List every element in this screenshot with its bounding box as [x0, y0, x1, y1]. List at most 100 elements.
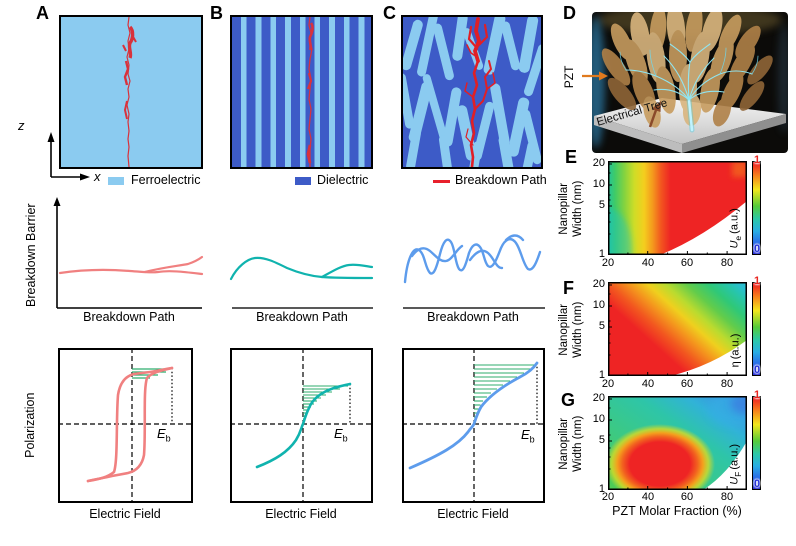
f-ytick: 5 [598, 320, 605, 332]
barrier-xlabel-b: Breakdown Path [256, 310, 348, 324]
panel-label-d: D [563, 3, 576, 23]
g-ytick: 5 [598, 434, 605, 446]
e-ytick: 5 [598, 199, 605, 211]
panel-label-b: B [210, 3, 223, 23]
colorbar-g-min: 0 [754, 478, 761, 490]
legend-label-breakdown-path: Breakdown Path [455, 173, 547, 187]
f-xtick: 40 [641, 378, 655, 390]
ylabel-line1: Nanopillar [558, 182, 571, 235]
e-xtick: 40 [641, 257, 655, 269]
heatmap-g-ylabel: Nanopillar Width (nm) [558, 389, 586, 499]
colorbar-e [752, 161, 761, 255]
colorbar-e-max: 1 [754, 154, 761, 166]
colorbar-f-min: 0 [754, 364, 761, 376]
eb-symbol: E [521, 427, 530, 442]
eb-subscript: b [342, 433, 348, 444]
cyan-tree [619, 43, 759, 133]
panel-label-c: C [383, 3, 396, 23]
g-xtick: 40 [641, 491, 655, 503]
axis-z-label: z [18, 118, 25, 133]
heatmap-f [608, 282, 747, 376]
quantity-unit: (a.u.) [728, 443, 741, 470]
pe-plot-b [230, 348, 373, 503]
quantity-subscript: F [732, 471, 743, 477]
g-ytick: 20 [592, 392, 605, 404]
barrier-ylabel: Breakdown Barrier [23, 203, 38, 307]
f-xtick: 80 [720, 378, 734, 390]
g-xtick: 20 [601, 491, 615, 503]
eb-label-c: Eb [521, 428, 535, 445]
eb-symbol: E [334, 426, 343, 441]
heatmap-e-quantity: Ue(a.u.) [728, 198, 743, 258]
coordinate-axes [47, 132, 90, 181]
panel-label-e: E [565, 147, 578, 167]
colorbar-g-max: 1 [754, 389, 761, 401]
e-xtick: 60 [680, 257, 694, 269]
heatmap-xlabel: PZT Molar Fraction (%) [612, 504, 742, 518]
legend-swatch-dielectric [295, 177, 311, 185]
heatmap-f-ylabel: Nanopillar Width (nm) [558, 275, 586, 385]
e-ytick: 1 [598, 248, 605, 260]
eb-symbol: E [157, 426, 166, 441]
pzt-arrow [582, 71, 608, 81]
colorbar-f [752, 282, 761, 376]
eb-subscript: b [165, 433, 171, 444]
ylabel-line1: Nanopillar [558, 303, 571, 356]
heatmap-e-ylabel: Nanopillar Width (nm) [558, 154, 586, 264]
barrier-plot-c [403, 234, 545, 309]
axis-x-label: x [94, 169, 101, 184]
panel-label-f: F [563, 278, 574, 298]
eb-label-b: Eb [334, 427, 348, 444]
heatmap-e [608, 161, 747, 255]
legend-label-dielectric: Dielectric [317, 173, 369, 187]
barrier-xlabel-a: Breakdown Path [83, 310, 175, 324]
pe-plot-a [58, 348, 193, 503]
quantity-subscript: e [732, 235, 743, 241]
energy-hatch-c [474, 364, 535, 422]
g-ytick: 10 [592, 413, 605, 425]
f-ytick: 10 [592, 299, 605, 311]
legend-label-ferroelectric: Ferroelectric [131, 173, 201, 187]
nanopillar-fibers [403, 17, 541, 167]
f-ytick: 1 [598, 369, 605, 381]
quantity-unit: (a.u.) [728, 208, 741, 234]
pe-plot-c [402, 348, 545, 503]
polarization-ylabel: Polarization [22, 392, 37, 458]
electrical-tree-render [592, 12, 788, 153]
s-curve-c [408, 361, 539, 470]
f-xtick: 60 [680, 378, 694, 390]
heatmap-f-quantity: η(a.u.) [730, 323, 742, 379]
legend-swatch-breakdown-path [433, 180, 450, 183]
snapshot-multilayer [230, 15, 373, 169]
breakdown-path-a [122, 17, 137, 167]
colorbar-e-min: 0 [754, 243, 761, 255]
colorbar-g [752, 396, 761, 490]
eb-label-a: Eb [157, 427, 171, 444]
quantity-symbol: U [728, 240, 741, 249]
g-ytick: 1 [598, 483, 605, 495]
snapshot-ferroelectric [59, 15, 203, 169]
colorbar-f-max: 1 [754, 275, 761, 287]
pe-xlabel-c: Electric Field [437, 507, 509, 521]
barrier-plot-a [53, 197, 204, 309]
barrier-xlabel-c: Breakdown Path [427, 310, 519, 324]
e-xtick: 80 [720, 257, 734, 269]
snapshot-nanopillar [401, 15, 543, 169]
f-ytick: 20 [592, 278, 605, 290]
panel-label-a: A [36, 3, 49, 23]
f-xtick: 20 [601, 378, 615, 390]
e-ytick: 10 [592, 178, 605, 190]
tree-arrow [648, 101, 661, 128]
heatmap-g [608, 396, 747, 490]
pe-xlabel-a: Electric Field [89, 507, 161, 521]
breakdown-tree-c [464, 17, 496, 167]
g-xtick: 60 [680, 491, 694, 503]
quantity-symbol: U [728, 476, 741, 485]
pe-xlabel-b: Electric Field [265, 507, 337, 521]
heatmap-g-quantity: UF(a.u.) [728, 434, 743, 494]
hysteresis-loop-a [86, 366, 174, 483]
nanopillar-texture [403, 17, 541, 167]
legend-swatch-ferroelectric [108, 177, 124, 185]
ylabel-line1: Nanopillar [558, 417, 571, 470]
